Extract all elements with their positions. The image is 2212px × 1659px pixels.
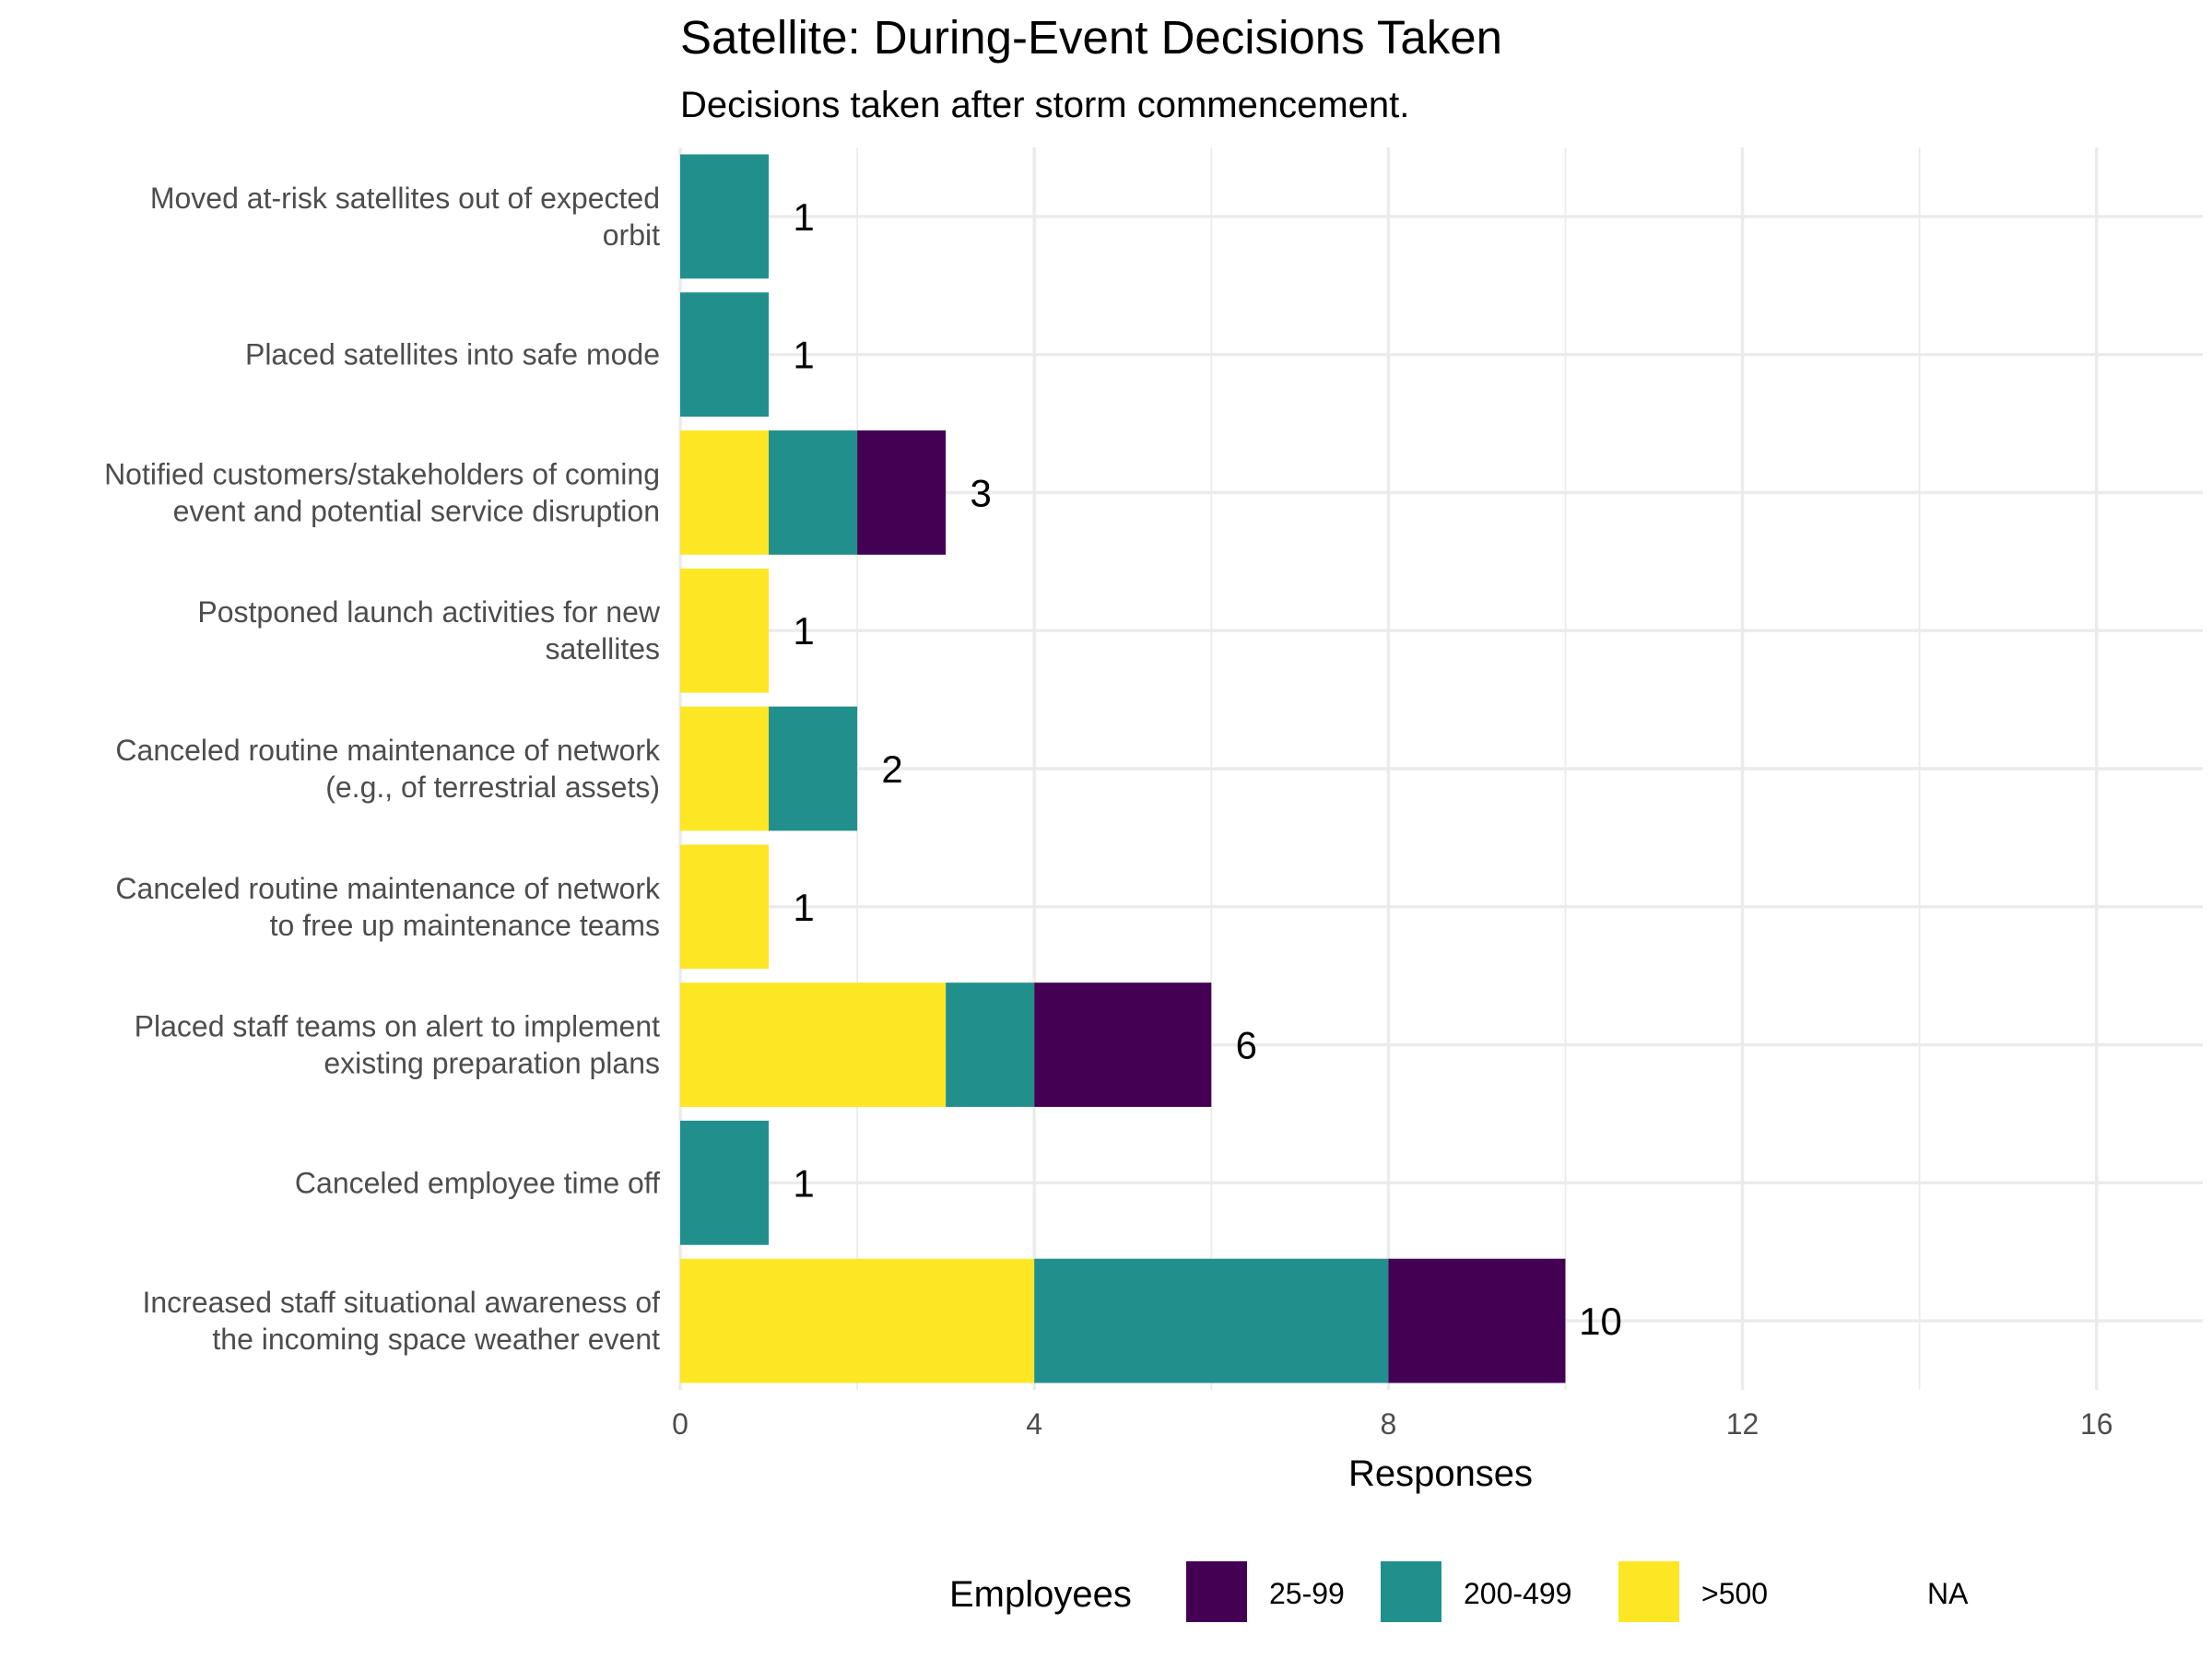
bar-total-label: 6	[1236, 1024, 1257, 1067]
x-tick-label: 0	[672, 1407, 688, 1441]
bar-segment	[769, 430, 858, 555]
bar-total-label: 1	[793, 1161, 814, 1205]
grid-layer	[678, 147, 2203, 1390]
bar-total-label: 1	[793, 886, 814, 929]
chart-title: Satellite: During-Event Decisions Taken	[680, 11, 1502, 64]
legend: Employees 25-99 200-499 >500 NA	[949, 1561, 1969, 1622]
bar-segment	[680, 844, 770, 970]
category-label-line: existing preparation plans	[324, 1047, 660, 1080]
category-label-line: Canceled employee time off	[295, 1166, 660, 1199]
category-label-line: Placed staff teams on alert to implement	[135, 1010, 660, 1043]
category-label: Notified customers/stakeholders of comin…	[104, 457, 660, 527]
legend-title: Employees	[949, 1574, 1132, 1615]
x-tick-label: 12	[1726, 1407, 1759, 1441]
category-label-line: (e.g., of terrestrial assets)	[325, 771, 660, 804]
category-label: Increased staff situational awareness of…	[142, 1286, 660, 1356]
x-axis-title: Responses	[1348, 1453, 1533, 1494]
legend-key	[1186, 1561, 1247, 1622]
bar-segment	[769, 706, 858, 831]
category-label-line: Moved at-risk satellites out of expected	[150, 182, 660, 215]
category-label-line: event and potential service disruption	[173, 494, 660, 527]
bar-total-label: 1	[793, 334, 814, 377]
bar-segment	[680, 982, 947, 1107]
bar-segment	[857, 430, 947, 555]
category-label: Placed staff teams on alert to implement…	[135, 1010, 660, 1080]
category-label-line: Notified customers/stakeholders of comin…	[104, 457, 660, 490]
category-label-line: orbit	[603, 218, 660, 252]
category-label-line: Canceled routine maintenance of network	[115, 734, 661, 767]
category-label: Postponed launch activities for new satel…	[197, 595, 661, 665]
bar-segment	[680, 430, 770, 555]
bar-total-label: 1	[793, 195, 814, 239]
category-label-line: Canceled routine maintenance of network	[115, 872, 661, 905]
legend-label: >500	[1701, 1577, 1768, 1610]
legend-label: 25-99	[1269, 1577, 1345, 1610]
category-label-line: Placed satellites into safe mode	[245, 338, 660, 371]
legend-label: 200-499	[1464, 1577, 1571, 1610]
category-label-line: Postponed launch activities for new	[197, 595, 661, 629]
chart-subtitle: Decisions taken after storm commencement…	[680, 85, 1409, 125]
bar-segment	[680, 568, 770, 693]
category-label: Placed satellites into safe mode	[245, 338, 660, 371]
bar-total-label: 3	[970, 471, 991, 514]
category-label: Canceled routine maintenance of network (…	[115, 734, 661, 804]
bar-segment	[1388, 1258, 1566, 1383]
bar-segment	[946, 982, 1035, 1107]
category-label-line: the incoming space weather event	[212, 1323, 660, 1356]
category-label-line: Increased staff situational awareness of	[142, 1286, 660, 1319]
bar-segment	[680, 706, 770, 831]
category-label: Moved at-risk satellites out of expected…	[150, 182, 660, 252]
category-label: Canceled employee time off	[295, 1166, 660, 1199]
category-label: Canceled routine maintenance of network t…	[115, 872, 661, 942]
legend-key	[1618, 1561, 1679, 1622]
bar-total-label: 10	[1579, 1300, 1622, 1343]
x-tick-label: 8	[1380, 1407, 1396, 1441]
bar-total-label: 2	[881, 747, 902, 791]
bar-segment	[680, 1258, 1035, 1383]
x-tick-label: 16	[2080, 1407, 2113, 1441]
bar-total-label: 1	[793, 609, 814, 653]
bar-segment	[680, 154, 770, 279]
category-label-line: satellites	[546, 632, 661, 665]
bar-layer	[680, 154, 1566, 1383]
bar-segment	[680, 292, 770, 418]
legend-label: NA	[1927, 1577, 1969, 1610]
category-label-line: to free up maintenance teams	[270, 909, 660, 942]
bar-segment	[1034, 982, 1212, 1107]
bar-segment	[1034, 1258, 1389, 1383]
x-tick-label: 4	[1026, 1407, 1042, 1441]
bar-segment	[680, 1120, 770, 1245]
legend-key	[1381, 1561, 1441, 1622]
